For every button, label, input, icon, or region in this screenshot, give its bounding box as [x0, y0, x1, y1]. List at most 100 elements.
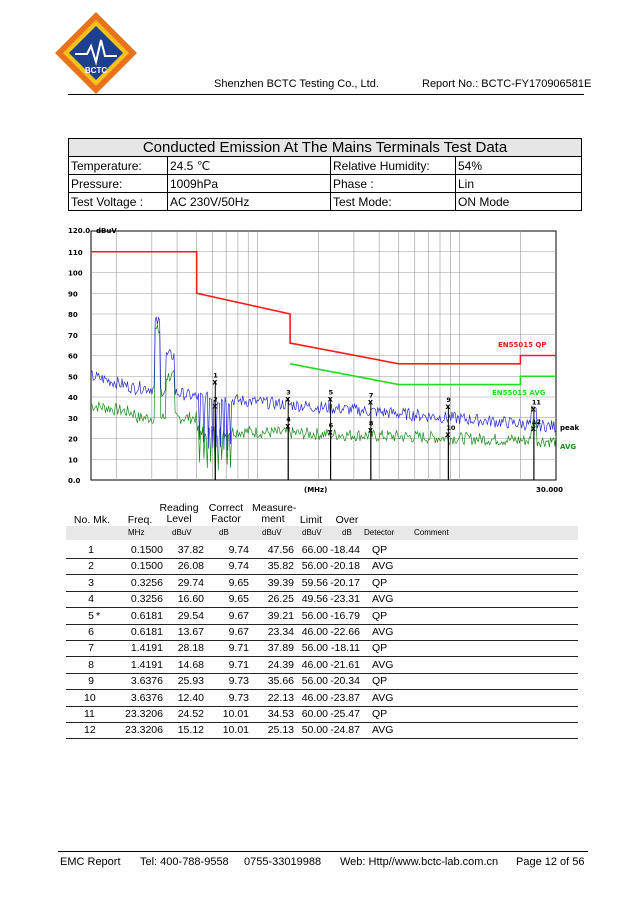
marker-label: 2: [213, 396, 218, 404]
col-measure: Measure- ment: [252, 502, 297, 525]
cell-reading: 13.67: [177, 626, 204, 638]
cell-freq: 0.3256: [130, 593, 163, 606]
cell: Test Voltage :: [68, 192, 168, 211]
marker-x: x: [328, 395, 334, 404]
avg-trace: [90, 324, 557, 471]
col-over: Over: [335, 514, 359, 526]
cell-measure: 26.25: [267, 593, 294, 606]
cell-freq: 0.3256: [130, 576, 163, 589]
table-title: Conducted Emission At The Mains Terminal…: [68, 138, 582, 157]
y-tick-label: 100: [68, 270, 83, 278]
marker-x: x: [328, 428, 334, 437]
cell-measure: 39.21: [267, 609, 294, 622]
cell-no: 12: [84, 724, 96, 737]
cell-measure: 35.82: [267, 560, 294, 573]
cell-measure: 25.13: [267, 724, 294, 737]
y-tick-label: 50: [68, 373, 78, 381]
marker-x: x: [212, 377, 218, 386]
cell-over: -21.61: [330, 658, 360, 671]
cell-reading: 12.40: [177, 691, 204, 704]
col-reading: Reading Level: [159, 502, 199, 525]
marker-label: 10: [446, 424, 456, 432]
unit-reading: dBuV: [172, 528, 192, 537]
cell-over: -23.87: [330, 691, 360, 704]
cell-limit: 46.00: [301, 691, 328, 704]
cell-freq: 23.3206: [125, 708, 163, 720]
cell-limit: 66.00: [301, 544, 328, 556]
y-tick-label: 20: [68, 436, 78, 444]
marker-x: x: [531, 424, 537, 433]
y-tick-label: 0.0: [68, 477, 81, 485]
cell-no: 11: [84, 708, 95, 720]
table-row: 2 0.1500 26.08 9.74 35.82 56.00 -20.18 AVG: [66, 557, 578, 576]
cell-freq: 0.1500: [130, 560, 163, 573]
avg-limit-label: EN55015 AVG: [492, 389, 546, 397]
cell-freq: 0.6181: [130, 609, 163, 622]
marker-label: 9: [446, 396, 451, 404]
footer-fax: 0755-33019988: [244, 856, 322, 868]
cell-measure: 34.53: [267, 708, 294, 720]
marker-x: x: [531, 404, 537, 413]
x-max-label: 30.000: [536, 486, 563, 494]
y-unit-label: dBuV: [96, 227, 117, 235]
cell-limit: 56.00: [301, 642, 328, 655]
marker-label: 5: [329, 389, 334, 397]
cell-reading: 25.93: [177, 675, 204, 688]
cell-measure: 23.34: [267, 626, 294, 638]
cell-detector: AVG: [372, 593, 394, 606]
cell-correct: 9.67: [228, 609, 249, 622]
cell-correct: 9.71: [228, 658, 249, 671]
table-row: 9 3.6376 25.93 9.73 35.66 56.00 -20.34 QP: [66, 672, 578, 691]
units-row: MHz dBuV dB dBuV dBuV dB Detector Commen…: [66, 526, 578, 540]
marker-label: 7: [369, 391, 374, 399]
cell-detector: AVG: [372, 724, 394, 737]
marker-label: 6: [329, 422, 334, 430]
cell-correct: 9.65: [228, 576, 249, 589]
x-unit-label: (MHz): [304, 486, 327, 494]
table-row: 12 23.3206 15.12 10.01 25.13 50.00 -24.87 AVG: [66, 721, 578, 740]
cell: Test Mode:: [330, 192, 456, 211]
y-tick-label: 60: [68, 353, 78, 361]
cell-no: 1: [88, 544, 94, 556]
table-row: Temperature: 24.5 ℃ Relative Humidity: 5…: [68, 156, 582, 175]
y-tick-label: 110: [68, 249, 83, 257]
cell: 54%: [455, 156, 582, 175]
cell-measure: 39.39: [267, 576, 294, 589]
cell-over: -16.79: [330, 609, 360, 622]
footer-divider: [58, 851, 588, 852]
cell-no: 6: [88, 626, 94, 638]
cell-limit: 46.00: [301, 658, 328, 671]
avg-limit-line: [289, 363, 556, 386]
marker-x: x: [212, 402, 218, 411]
cell-limit: 50.00: [301, 724, 328, 737]
cell-detector: AVG: [372, 560, 394, 573]
marker-label: 4: [286, 416, 291, 424]
marker-label: 1: [213, 371, 218, 379]
marker-x: x: [285, 422, 291, 431]
cell-over: -20.17: [330, 576, 360, 589]
cell: Temperature:: [68, 156, 168, 175]
cell-over: -18.44: [330, 544, 360, 556]
cell-detector: AVG: [372, 658, 394, 671]
qp-limit-line: [91, 250, 556, 365]
y-tick-label: 80: [68, 311, 78, 319]
y-tick-label: 10: [68, 456, 78, 464]
cell-limit: 59.56: [301, 576, 328, 589]
cell-detector: QP: [372, 609, 388, 622]
qp-limit-label: EN55015 QP: [498, 341, 547, 349]
marker-x: x: [368, 425, 374, 434]
table-row: 6 0.6181 13.67 9.67 23.34 46.00 -22.66 AVG: [66, 623, 578, 641]
cell: 1009hPa: [167, 174, 331, 193]
cell-no: 4: [88, 593, 94, 606]
cell-limit: 60.00: [301, 708, 328, 720]
cell-correct: 9.71: [228, 642, 249, 655]
unit-measure: dBuV: [262, 528, 282, 537]
table-row: Test Voltage : AC 230V/50Hz Test Mode: O…: [68, 192, 582, 211]
header-divider: [68, 94, 584, 95]
cell-detector: QP: [372, 708, 388, 720]
peak-trace-label: peak: [560, 424, 579, 432]
table-row: 5 * 0.6181 29.54 9.67 39.21 56.00 -16.79 QP: [66, 607, 578, 625]
cell-correct: 9.73: [228, 691, 249, 704]
cell-detector: QP: [372, 642, 388, 655]
y-tick-label: 70: [68, 332, 78, 340]
